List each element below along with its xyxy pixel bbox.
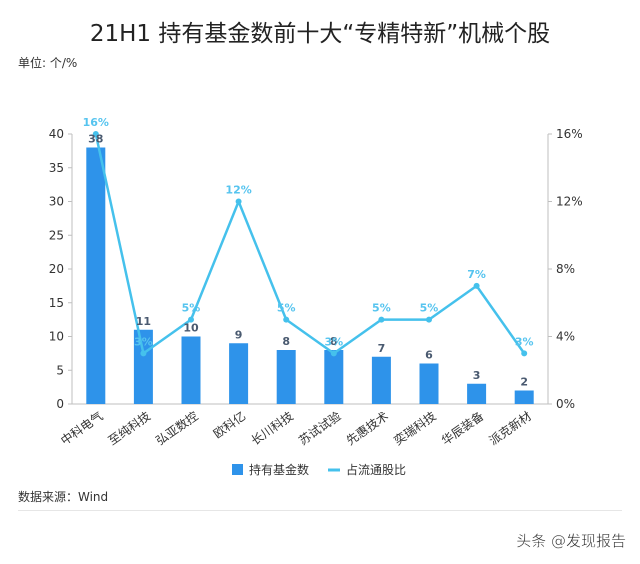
bar-value-label: 7	[378, 342, 386, 355]
line-value-label: 12%	[225, 184, 251, 197]
x-category-label: 欧科亿	[210, 408, 248, 441]
legend-line-label: 占流通股比	[346, 462, 406, 477]
y-left-tick-label: 35	[49, 161, 64, 175]
y-left-tick-label: 20	[49, 262, 64, 276]
source-note: 数据来源：Wind	[18, 490, 109, 504]
x-category-label: 长川科技	[249, 409, 296, 448]
y-left-tick-label: 0	[56, 397, 64, 411]
line-value-label: 5%	[182, 302, 201, 315]
x-category-label: 中科电气	[58, 408, 106, 448]
y-right-tick-label: 4%	[556, 330, 575, 344]
bar-value-label: 2	[520, 376, 528, 389]
y-left-tick-label: 5	[56, 363, 64, 377]
watermark: 头条 @发现报告	[516, 532, 626, 550]
y-left-tick-label: 30	[49, 195, 64, 209]
line-point	[378, 316, 385, 323]
line-point	[473, 282, 480, 289]
line-point	[521, 350, 528, 357]
bar-value-label: 38	[88, 133, 103, 146]
line-value-label: 5%	[372, 302, 391, 315]
bar-value-label: 10	[183, 322, 199, 335]
line-value-label: 7%	[467, 268, 486, 281]
bar-value-label: 8	[330, 335, 338, 348]
bar-value-label: 8	[282, 335, 290, 348]
line-point	[92, 131, 99, 137]
x-category-label: 奕瑞科技	[391, 408, 439, 448]
line-series	[94, 133, 526, 355]
unit-label: 单位: 个/%	[18, 56, 78, 70]
y-left-tick-label: 10	[49, 330, 64, 344]
bar-value-label: 11	[136, 315, 151, 328]
legend-bar-label: 持有基金数	[249, 462, 309, 477]
line-point	[140, 350, 147, 357]
y-left-tick-label: 40	[49, 127, 64, 141]
line-value-label: 5%	[277, 302, 296, 315]
bar-value-label: 9	[235, 328, 243, 341]
x-category-label: 华辰装备	[439, 409, 486, 448]
x-category-label: 苏试试验	[296, 408, 344, 448]
bar	[371, 356, 391, 404]
line-point	[188, 316, 194, 323]
line-value-label: 3%	[515, 335, 534, 348]
line-value-label: 3%	[134, 335, 153, 348]
y-right-tick-label: 8%	[556, 262, 575, 276]
bar	[419, 363, 439, 404]
bar	[229, 343, 249, 404]
bar	[133, 329, 153, 404]
x-category-label: 先惠技术	[344, 409, 391, 448]
bar	[467, 383, 487, 404]
bar	[276, 350, 296, 404]
y-right-tick-label: 12%	[556, 195, 583, 209]
line-value-label: 5%	[420, 302, 439, 315]
bar	[514, 390, 534, 404]
divider	[18, 510, 622, 511]
line-point	[426, 316, 432, 323]
bar-value-label: 3	[473, 369, 481, 382]
y-right-tick-label: 16%	[556, 127, 583, 141]
bar	[86, 147, 106, 404]
bar	[324, 350, 344, 404]
y-right-tick-label: 0%	[556, 397, 575, 411]
chart-title: 21H1 持有基金数前十大“专精特新”机械个股	[89, 21, 551, 47]
bar-value-label: 6	[425, 349, 433, 362]
bar	[181, 336, 201, 404]
y-left-tick-label: 25	[49, 228, 64, 242]
legend-bar-swatch	[232, 464, 243, 475]
line-value-label: 16%	[83, 116, 109, 129]
y-left-tick-label: 15	[49, 296, 64, 310]
x-category-label: 弘亚数控	[153, 408, 201, 448]
line-point	[283, 316, 290, 323]
x-category-label: 派克新材	[486, 408, 534, 448]
x-category-label: 至纯科技	[106, 409, 153, 448]
line-point	[330, 350, 337, 357]
line-value-label: 3%	[324, 335, 343, 348]
line-point	[235, 198, 242, 205]
